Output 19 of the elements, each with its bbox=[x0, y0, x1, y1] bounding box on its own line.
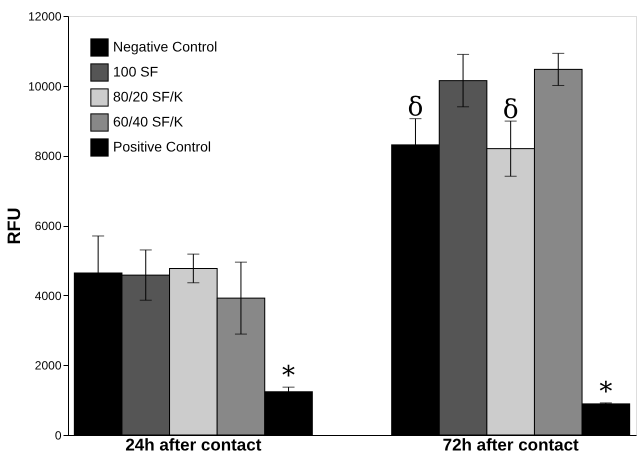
y-axis-title: RFU bbox=[4, 208, 24, 244]
x-tick-label: 24h after contact bbox=[125, 436, 262, 454]
legend-label: 100 SF bbox=[113, 64, 158, 80]
data-label: δ bbox=[502, 95, 518, 126]
y-tick-label: 6000 bbox=[34, 219, 62, 233]
y-tick-label: 12000 bbox=[28, 10, 62, 24]
legend-label: Negative Control bbox=[113, 38, 218, 54]
legend-label: 60/40 SF/K bbox=[113, 114, 184, 130]
y-tick-label: 10000 bbox=[28, 79, 62, 94]
y-tick-label: 0 bbox=[54, 428, 62, 442]
legend-label: 80/20 SF/K bbox=[113, 88, 184, 104]
y-tick-label: 4000 bbox=[34, 288, 62, 303]
y-tick-label: 2000 bbox=[34, 358, 62, 373]
data-label: δ bbox=[408, 92, 424, 123]
data-label: * bbox=[282, 361, 296, 392]
legend-label: Positive Control bbox=[113, 138, 212, 154]
x-tick-label: 72h after contact bbox=[442, 436, 580, 454]
data-label: * bbox=[599, 376, 612, 407]
y-tick-label: 8000 bbox=[34, 149, 62, 164]
